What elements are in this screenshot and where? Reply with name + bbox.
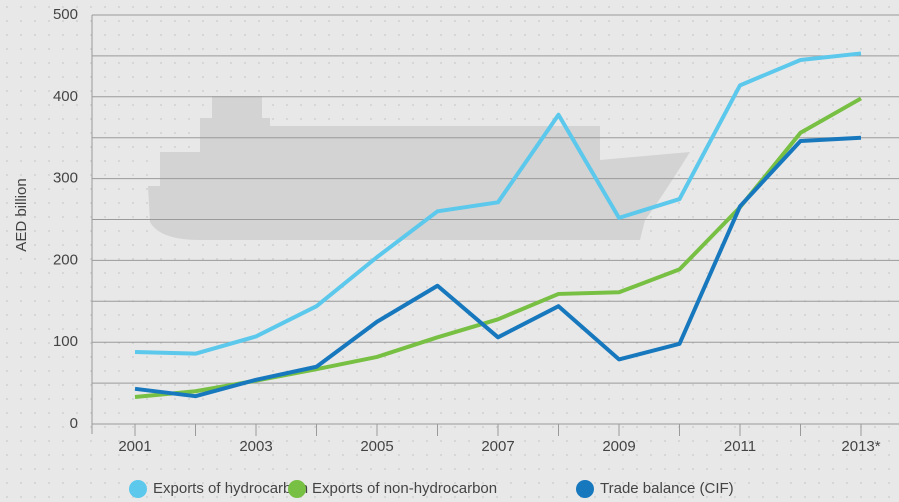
x-tick-label: 2009 bbox=[602, 438, 635, 455]
legend-label: Trade balance (CIF) bbox=[600, 480, 734, 497]
x-tick-label: 2005 bbox=[360, 438, 393, 455]
line-series bbox=[134, 135, 862, 399]
y-tick-label: 200 bbox=[53, 251, 78, 268]
legend-label: Exports of non-hydrocarbon bbox=[312, 480, 497, 497]
x-tick-label: 2001 bbox=[118, 438, 151, 455]
y-tick-label: 300 bbox=[53, 170, 78, 187]
y-axis-label: AED billion bbox=[13, 178, 30, 251]
ship-illustration bbox=[148, 96, 690, 240]
line-series bbox=[134, 51, 862, 356]
legend-swatch bbox=[129, 480, 147, 498]
legend-swatch bbox=[288, 480, 306, 498]
y-tick-label: 500 bbox=[53, 6, 78, 23]
legend-label: Exports of hydrocarbon bbox=[153, 480, 308, 497]
y-tick-label: 0 bbox=[70, 415, 78, 432]
x-tick-label: 2007 bbox=[481, 438, 514, 455]
x-tick-label: 2013* bbox=[841, 438, 880, 455]
x-tick-label: 2003 bbox=[239, 438, 272, 455]
y-tick-label: 100 bbox=[53, 333, 78, 350]
x-tick-label: 2011 bbox=[724, 438, 756, 455]
legend-swatch bbox=[576, 480, 594, 498]
y-tick-label: 400 bbox=[53, 88, 78, 105]
